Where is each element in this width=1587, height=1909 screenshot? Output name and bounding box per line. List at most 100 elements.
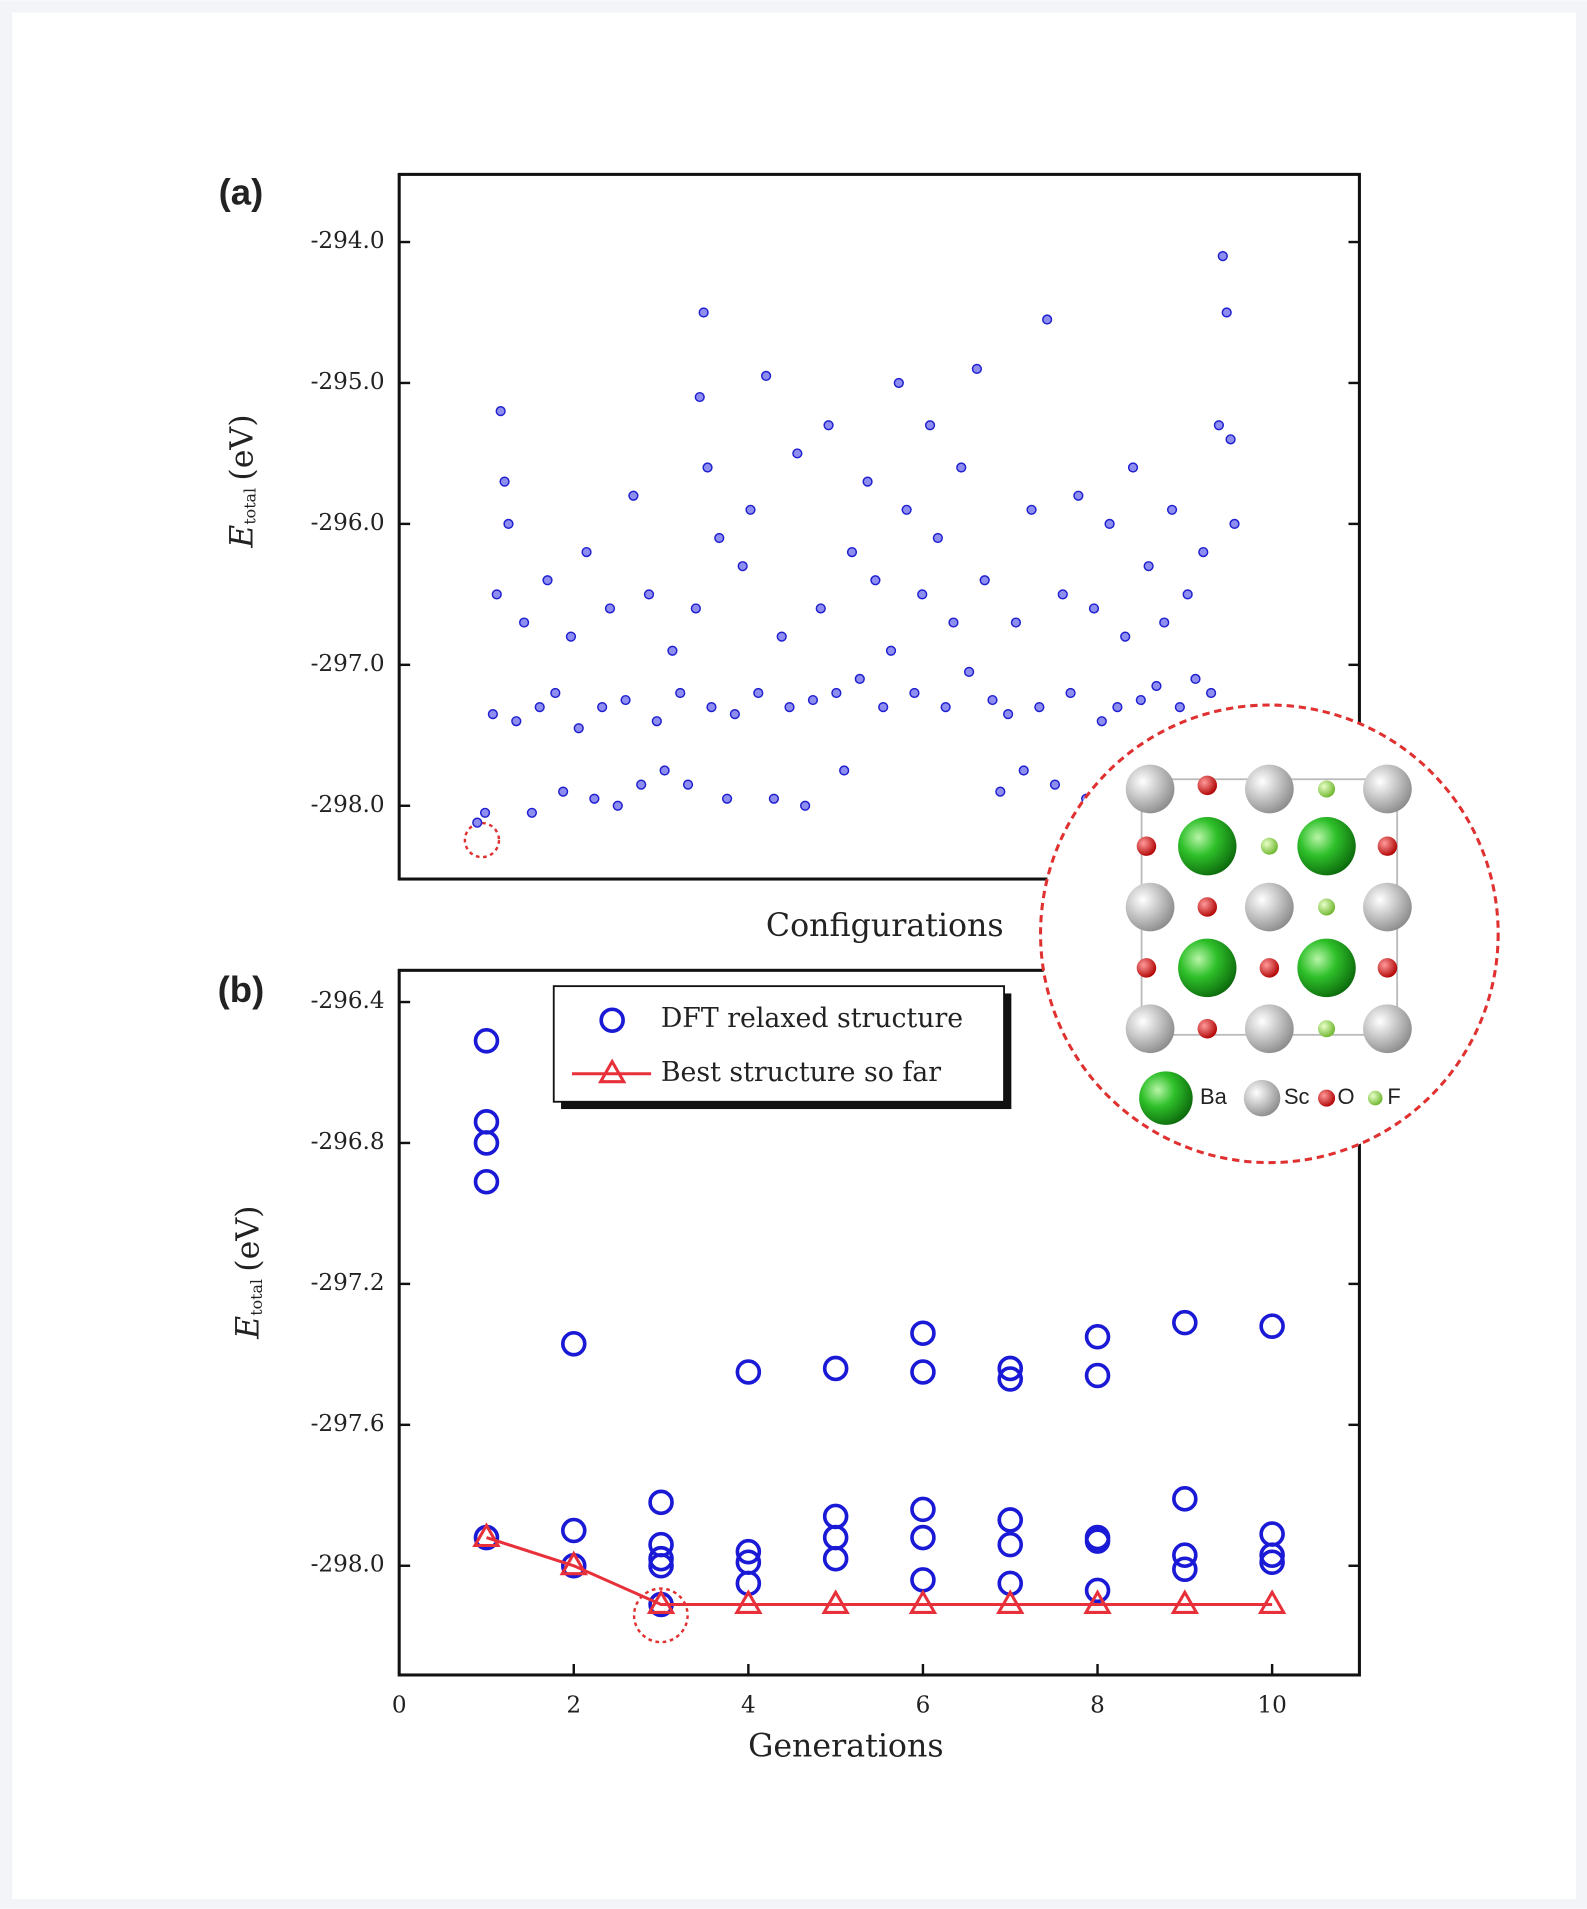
y-tick-label: -296.0 [311, 510, 385, 536]
data-point [651, 716, 662, 727]
atoms [1125, 764, 1412, 1054]
data-point [910, 1320, 936, 1346]
data-point [472, 1522, 501, 1547]
data-point [760, 370, 772, 382]
data-point [472, 817, 483, 828]
data-point [846, 546, 858, 558]
data-point [1174, 701, 1185, 713]
data-point [979, 575, 990, 586]
y-tick-label: -296.4 [311, 988, 385, 1014]
y-tick-label: -297.6 [311, 1411, 385, 1437]
data-point [735, 1359, 762, 1385]
data-point [800, 800, 811, 811]
data-point [822, 1355, 849, 1382]
data-point [1104, 518, 1115, 530]
data-point [910, 1524, 936, 1551]
data-point [908, 1589, 938, 1614]
structure-inset: Ba Sc O F [1039, 703, 1500, 1165]
data-point [784, 701, 795, 713]
data-point [702, 462, 713, 473]
data-point [646, 1589, 676, 1614]
legend-box [552, 985, 1005, 1103]
data-point [534, 701, 545, 713]
data-point [550, 687, 561, 699]
data-point [1135, 694, 1146, 706]
data-point [581, 546, 592, 558]
data-point [1198, 546, 1209, 558]
data-point [1003, 709, 1014, 720]
data-point [479, 807, 491, 818]
data-point [1221, 307, 1232, 318]
data-point [628, 490, 639, 501]
y-tick-label: -297.2 [311, 1270, 385, 1296]
data-point [1151, 680, 1162, 692]
plot-frame [397, 172, 1361, 881]
plots: -294.0 -295.0 -296.0 -297.0 -298.0 (a) Configu… [218, 172, 1361, 1764]
data-point [1065, 687, 1076, 699]
data-point [997, 1507, 1024, 1533]
data-point [1018, 765, 1029, 776]
data-point [776, 631, 787, 642]
data-point [643, 589, 655, 600]
data-point [1159, 617, 1170, 628]
data-point [682, 779, 694, 790]
legend-ba [1139, 1071, 1193, 1125]
chart: -294.0 -295.0 -296.0 -297.0 -298.0 (a) Configu… [219, 172, 1361, 944]
data-point [1084, 1577, 1111, 1604]
data-point [996, 1589, 1025, 1614]
data-point [1213, 420, 1225, 431]
plot-frame [397, 968, 1361, 1677]
data-point [706, 701, 717, 713]
data-point [721, 793, 733, 804]
x-axis-label: Configurations [766, 908, 1004, 944]
data-point [612, 800, 623, 811]
data-point [768, 793, 780, 804]
data-point [1057, 589, 1068, 600]
data-point [648, 1545, 674, 1572]
data-point [878, 701, 889, 713]
data-point [885, 645, 897, 656]
data-point [542, 575, 553, 586]
data-point [558, 786, 569, 797]
data-point [694, 391, 705, 403]
data-point [987, 694, 998, 706]
legend-o [1318, 1089, 1336, 1107]
x-tick-label: 8 [1090, 1693, 1105, 1719]
data-point [823, 420, 834, 431]
panel-label: (b) [218, 969, 265, 1010]
data-point [1049, 779, 1061, 790]
data-point [1042, 314, 1053, 325]
legend-label: DFT relaxed structure [661, 1003, 963, 1034]
data-point [821, 1589, 850, 1614]
data-point [997, 1531, 1024, 1558]
data-point [948, 617, 959, 628]
data-point [1084, 1362, 1111, 1389]
data-point [565, 631, 577, 642]
data-point [636, 779, 647, 790]
data-point [1225, 434, 1236, 445]
y-axis-label: Etotal (eV) [230, 1205, 266, 1339]
best-line [486, 1536, 1273, 1607]
data-point [573, 723, 584, 734]
data-point [648, 1552, 674, 1579]
data-point [526, 807, 538, 818]
inset-legend-label: O [1338, 1084, 1355, 1109]
data-point [1034, 701, 1045, 713]
data-point [893, 377, 904, 389]
y-axis-subscript: total [240, 488, 259, 525]
data-point [1229, 518, 1240, 530]
data-point [831, 687, 842, 699]
data-point [495, 406, 506, 417]
data-point [807, 694, 819, 706]
legend-marker [599, 1007, 625, 1033]
data-point [589, 793, 600, 804]
data-point [995, 786, 1006, 797]
data-point [956, 462, 967, 473]
data-point [1170, 1589, 1200, 1614]
y-tick-label: -298.0 [311, 792, 385, 818]
data-point [924, 420, 936, 431]
data-point [1073, 490, 1084, 501]
y-tick-label: -296.8 [311, 1129, 385, 1155]
inset-legend-label: Sc [1284, 1084, 1310, 1109]
highlight-circle [632, 1587, 689, 1644]
